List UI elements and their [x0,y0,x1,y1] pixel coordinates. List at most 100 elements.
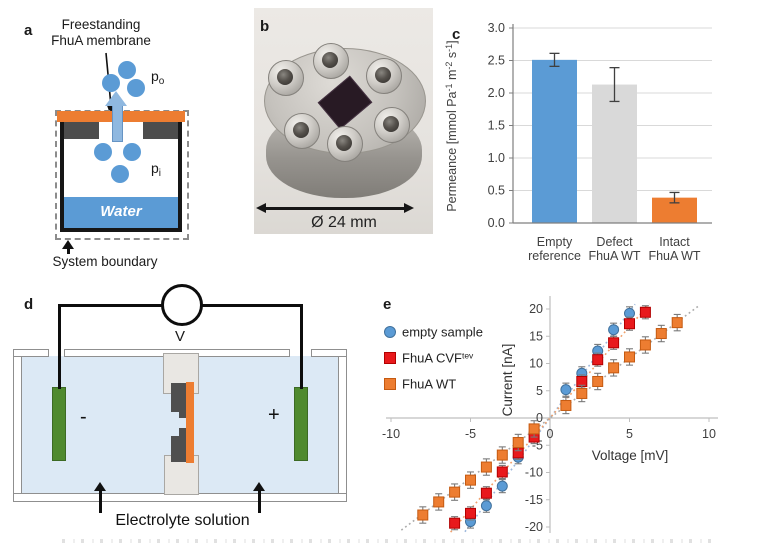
water-fill: Water [64,197,178,228]
trendline-0 [464,303,636,533]
flux-arrow-shaft [112,105,123,142]
membrane-annotation-line1: Freestanding [61,17,141,32]
pressure-inside-label: pi [151,160,161,179]
scatter-point-2 [639,339,651,351]
molecule [127,79,145,97]
scatter-point-2 [560,399,572,411]
y-tick-label: 5 [536,384,543,398]
scatter-point-1 [624,318,635,330]
molecule [123,143,141,161]
screw-socket [383,116,399,132]
legend-marker-0 [384,326,396,338]
panel-e-label: e [383,296,392,313]
scatter-point-2 [496,449,508,461]
screw [374,107,410,143]
container-left-wall [60,122,64,232]
scatter-point-2 [528,423,540,435]
scatter-point-0 [496,480,508,492]
container-right-wall [178,122,182,232]
chip-bottom-step [179,428,187,437]
wire-right-vertical [300,305,303,389]
support-left [64,122,99,139]
chip-bottom [171,436,188,462]
boundary-label: System boundary [52,254,158,269]
y-tick-label: 0.5 [488,184,505,198]
panel-a-label: a [24,22,33,39]
y-tick-label: -15 [525,493,543,507]
y-tick-label: -5 [532,438,543,452]
scatter-point-2 [655,328,667,340]
cathode-electrode [52,387,66,461]
x-tick-label: 10 [702,427,716,441]
scatter-point-2 [512,437,524,449]
scatter-point-2 [624,351,635,363]
category-label: FhuA WT [648,249,700,263]
scatter-point-1 [480,487,492,499]
wire-left-vertical [58,305,61,389]
anode-sign: + [268,404,280,426]
molecule [111,165,129,183]
solution-arrow-right-head [253,482,265,491]
scatter-point-1 [449,517,461,529]
membrane-strip-vertical [186,382,194,463]
solution-arrow-right-stem [258,490,261,513]
category-label: Intact [659,235,690,249]
cathode-sign: - [80,406,87,428]
screw-socket [375,67,391,83]
legend-label-2: FhuA WT [402,377,456,392]
scatter-point-1 [496,466,508,478]
diameter-arrow-left [256,203,266,213]
panel-d-label: d [24,296,34,313]
screw-socket [336,135,352,151]
solution-arrow-left-head [94,482,106,491]
y-tick-label: 15 [529,329,543,343]
device-photo: Ø 24 mm [254,8,433,234]
category-label: Defect [596,235,633,249]
solution-arrow-left-stem [99,490,102,513]
y-tick-label: 20 [529,302,543,316]
container-bottom-wall [60,228,182,232]
scatter-point-2 [465,474,476,486]
molecule [94,143,112,161]
screw [366,58,402,94]
screw-socket [322,52,338,68]
bar-1 [592,84,637,223]
diameter-arrow-line [260,207,408,210]
screw-socket [277,69,293,85]
scatter-point-2 [480,461,492,473]
legend-label-0: empty sample [402,325,483,340]
y-tick-label: 10 [529,357,543,371]
scatter-point-2 [671,317,683,329]
scatter-point-2 [608,362,620,374]
scatter-point-2 [417,509,429,521]
y-tick-label: 0.0 [488,216,505,230]
x-axis-title: Voltage [mV] [592,448,669,463]
pressure-outside-label: po [151,68,164,87]
y-tick-label: 2.5 [488,54,505,68]
x-tick-label: -10 [382,427,400,441]
screw [313,43,349,79]
screw [327,126,363,162]
wire-right-horizontal [201,304,303,307]
x-tick-label: -5 [465,427,476,441]
y-tick-label: 3.0 [488,21,505,35]
y-tick-label: 0 [536,411,543,425]
scatter-point-2 [433,496,445,508]
y-tick-label: 1.5 [488,119,505,133]
y-axis-title: Permeance [mmol Pa-1 m-2 s-1] [444,40,459,211]
x-tick-label: 0 [547,427,554,441]
scatter-point-1 [608,337,620,349]
boundary-arrow-stem [67,248,70,254]
category-label: FhuA WT [588,249,640,263]
tank-top-right-cap [311,349,347,357]
iv-scatter-chart: -10 -5 0 5 10 -20 -15 -10 -5 0 5 10 15 20 Voltage [mV]… [382,296,718,534]
panel-c-label: c [452,26,461,43]
scatter-point-2 [576,387,588,399]
screw [268,60,304,96]
boundary-arrow-head [62,240,74,249]
chip-top [171,383,187,412]
legend-label-1: FhuA CVFtev [402,351,474,366]
pi-base: p [151,160,159,176]
y-axis-title: Current [nA] [500,344,515,417]
